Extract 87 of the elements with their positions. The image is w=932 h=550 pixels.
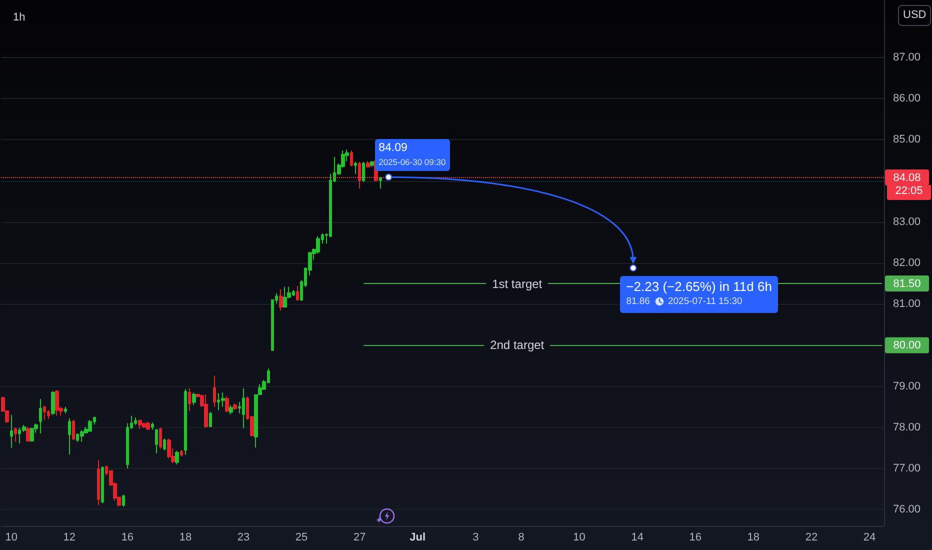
- candlestick: [370, 160, 374, 168]
- candlestick: [14, 427, 17, 442]
- y-tick-label: 84.08: [893, 172, 921, 184]
- candlestick: [80, 430, 84, 442]
- candlestick: [225, 396, 229, 413]
- x-tick-label: 18: [179, 532, 192, 544]
- candlestick: [213, 375, 216, 408]
- x-tick-label: 16: [121, 532, 134, 544]
- candlestick: [122, 494, 125, 508]
- candlestick: [204, 394, 208, 428]
- candlestick: [72, 419, 75, 441]
- x-tick-label: 23: [237, 532, 250, 544]
- ref-line-label: 1st target: [486, 276, 548, 292]
- y-tick-label: 77.00: [893, 462, 921, 474]
- candlestick: [233, 403, 237, 411]
- y-tick-label: 80.00: [893, 340, 921, 352]
- y-tick-label: 85.00: [893, 134, 921, 146]
- candlestick: [188, 388, 191, 412]
- annotation: 2025-07-11 15:30: [668, 295, 742, 308]
- candlestick: [88, 419, 92, 432]
- y-tick-label: 78.00: [893, 421, 921, 434]
- candlestick: [184, 388, 187, 456]
- x-tick-label: 14: [631, 532, 644, 544]
- candlestick: [39, 398, 42, 434]
- y-tick-label: 81.00: [893, 298, 921, 310]
- candlestick: [146, 421, 150, 430]
- candlestick: [26, 426, 30, 442]
- candlestick: [30, 427, 34, 442]
- candlestick: [101, 466, 104, 504]
- candlestick: [51, 390, 55, 416]
- y-tick-label: 76.00: [893, 504, 921, 516]
- x-tick-label: 18: [747, 532, 760, 544]
- candlestick: [180, 449, 183, 458]
- y-tick-label: 81.50: [893, 278, 921, 290]
- x-tick-label: 25: [295, 532, 308, 544]
- candlestick: [97, 460, 100, 506]
- candlestick: [242, 388, 245, 429]
- candlestick: [43, 405, 46, 420]
- y-tick-label: 86.00: [893, 92, 921, 105]
- x-tick-label: 10: [5, 532, 18, 544]
- candlestick: [358, 161, 361, 190]
- candlestick: [142, 422, 146, 428]
- candlestick: [138, 419, 142, 430]
- x-tick-label: 27: [353, 532, 366, 544]
- y-tick-label: 87.00: [893, 52, 921, 64]
- candlestick: [163, 438, 166, 451]
- text: 1h: [13, 12, 26, 24]
- candlestick: [221, 392, 225, 408]
- x-tick-label: 10: [573, 532, 586, 544]
- candlestick: [350, 150, 353, 167]
- ref-line-label: 2nd target: [484, 337, 550, 354]
- candlestick: [279, 288, 283, 312]
- annotation: 81.86: [626, 295, 650, 308]
- candlestick: [151, 422, 154, 430]
- x-tick-label: 24: [863, 532, 876, 544]
- candlestick: [362, 161, 365, 183]
- x-tick-label: 22: [805, 532, 818, 544]
- y-axis-title: USD: [898, 5, 932, 26]
- candlestick: [192, 392, 196, 406]
- y-tick-label: 82.00: [893, 257, 921, 269]
- candlestick: [55, 389, 59, 416]
- annotation: −2.23 (−2.65%) in 11d 6h: [626, 279, 772, 295]
- x-tick-label: Jul: [410, 532, 426, 544]
- candlestick: [379, 176, 382, 190]
- candlestick: [155, 428, 158, 454]
- candlestick: [134, 417, 137, 426]
- candlestick: [175, 450, 179, 465]
- y-tick-label: 79.00: [893, 380, 921, 392]
- candlestick: [209, 412, 212, 428]
- candlestick: [68, 418, 71, 455]
- text: 22:05: [887, 184, 931, 200]
- candlestick: [366, 160, 370, 168]
- candlestick: [229, 404, 233, 415]
- candlestick: [296, 286, 299, 302]
- x-tick-label: 8: [518, 532, 524, 544]
- annotation: 84.09 2025-06-30 09:30: [378, 141, 446, 168]
- y-tick-label: 83.00: [893, 216, 921, 228]
- x-tick-label: 3: [472, 532, 479, 544]
- candlestick: [10, 414, 13, 448]
- candlestick: [354, 161, 357, 174]
- candlestick: [47, 410, 50, 420]
- candlestick: [283, 286, 287, 308]
- candlestick: [64, 406, 67, 414]
- x-tick-label: 12: [63, 532, 76, 544]
- candlestick: [159, 427, 162, 450]
- x-tick-label: 16: [689, 532, 702, 544]
- candlestick: [167, 438, 171, 459]
